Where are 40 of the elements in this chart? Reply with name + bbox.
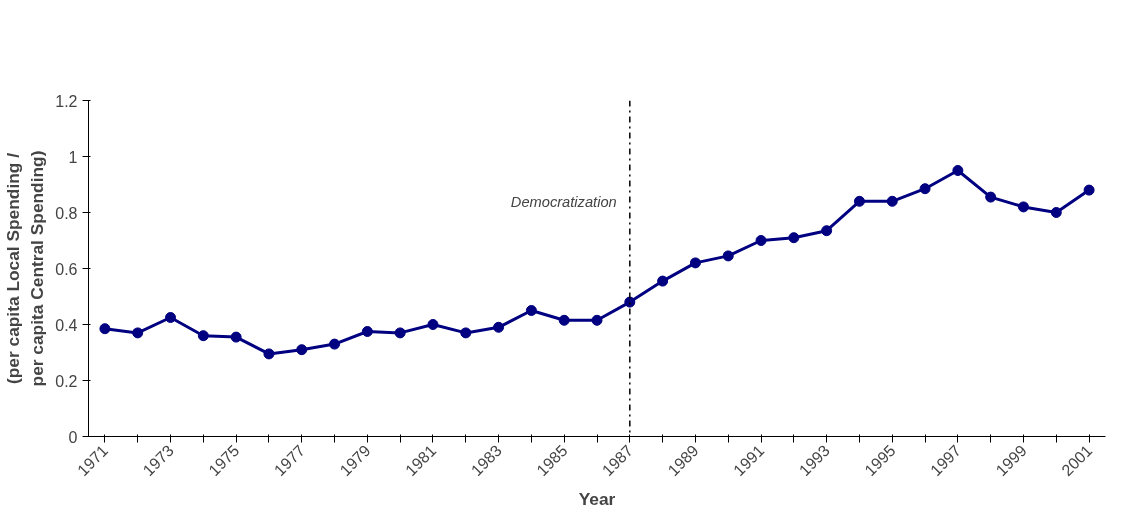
point [230, 331, 242, 343]
y-axis-title: (per capita Local Spending / per capita Central Spending) [3, 150, 48, 387]
y-tick-label: 0.2 [55, 372, 78, 390]
point [460, 327, 472, 339]
y-tick-label: 1.2 [55, 92, 78, 110]
point [886, 195, 898, 207]
point [263, 348, 275, 360]
point [427, 319, 439, 330]
point [361, 326, 373, 337]
point [689, 257, 701, 269]
point [657, 275, 669, 287]
point [394, 327, 406, 339]
point [722, 250, 734, 262]
y-tick-label: 1 [68, 148, 78, 166]
point [99, 323, 111, 335]
point [788, 232, 800, 244]
point [525, 305, 537, 316]
point [853, 195, 865, 207]
y-tick-label: 0.6 [55, 260, 78, 278]
point [1017, 201, 1029, 213]
y-tick-label: 0.8 [55, 204, 78, 222]
point [821, 225, 833, 237]
point [132, 327, 144, 339]
point [1050, 207, 1062, 218]
point [296, 344, 308, 356]
point [329, 338, 341, 350]
point [952, 165, 964, 176]
y-tick-label: 0 [68, 428, 78, 446]
y-tick-label: 0.4 [55, 316, 78, 334]
point [558, 314, 570, 326]
point [755, 235, 767, 246]
point [165, 312, 177, 323]
point [1083, 184, 1095, 196]
point [197, 330, 209, 342]
point [591, 314, 603, 326]
point [493, 321, 505, 333]
point [919, 183, 931, 195]
ref-line-label: Democratization [510, 193, 617, 210]
x-axis-title: Year [578, 489, 616, 510]
point [985, 191, 997, 203]
